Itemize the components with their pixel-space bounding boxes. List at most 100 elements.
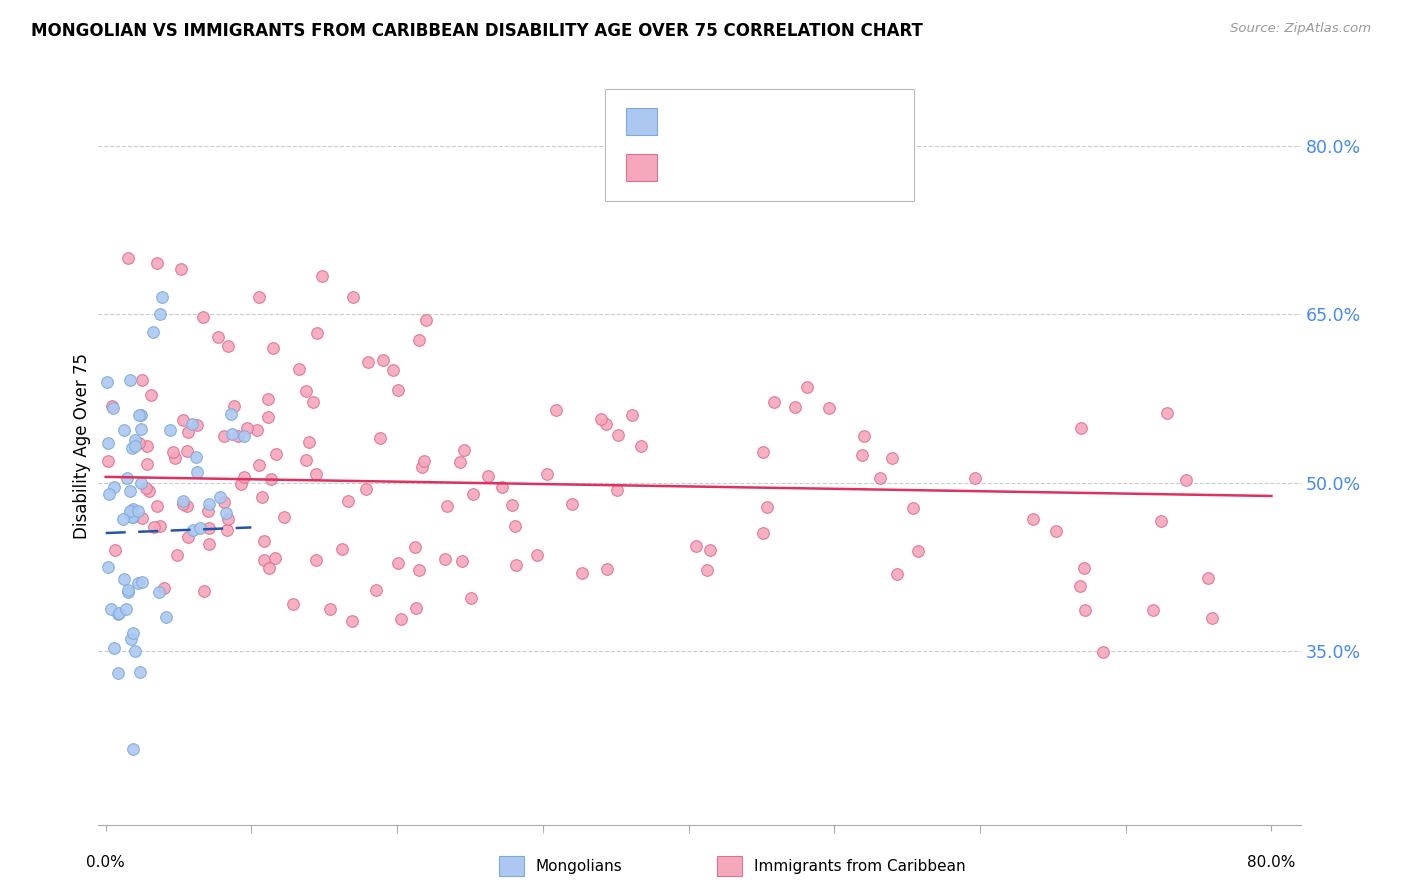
Point [818,401,841,415]
Point [283,597,305,611]
Point [1022,512,1045,526]
Point [177,425,200,439]
Point [128,665,150,679]
Point [963,471,986,485]
Point [357,355,380,369]
Point [606,483,628,498]
Point [607,427,630,442]
Point [699,543,721,558]
Point [177,530,200,544]
Point [354,482,377,496]
Point [146,499,169,513]
Point [214,495,236,509]
Point [165,451,187,466]
Point [257,561,280,575]
Point [107,665,129,680]
Text: 0.008: 0.008 [707,112,762,130]
Point [186,418,208,433]
Point [149,307,172,321]
Point [101,401,124,415]
Point [1045,524,1067,539]
Point [124,644,146,658]
Point [263,551,285,566]
Point [505,558,527,573]
Point [100,602,122,616]
Point [139,388,162,402]
Point [253,553,276,567]
Point [1174,473,1197,487]
Point [796,380,818,394]
Point [340,614,363,628]
Point [124,433,146,447]
Point [121,442,143,456]
Point [120,507,142,521]
Point [235,420,257,434]
Point [96,375,118,389]
Point [436,499,458,513]
Point [851,448,873,462]
Point [762,395,785,409]
Text: R =: R = [668,112,706,130]
Point [461,487,484,501]
Point [752,445,775,459]
Point [131,511,153,525]
Point [595,417,617,432]
Point [150,290,173,304]
Point [193,583,215,598]
Point [869,471,891,485]
Point [186,466,208,480]
Text: 58: 58 [806,112,830,130]
Point [117,585,139,599]
Point [129,408,152,422]
Point [128,408,150,422]
Point [217,339,239,353]
Point [415,312,437,326]
Point [159,423,181,437]
Point [215,506,238,520]
Text: R =: R = [668,159,706,177]
Point [247,458,270,472]
Point [672,176,695,190]
Point [121,742,143,756]
Point [783,400,806,414]
Point [117,582,139,597]
Point [591,412,613,426]
Point [212,428,235,442]
Point [112,423,135,437]
Point [411,459,433,474]
Point [621,408,644,422]
Point [311,268,333,283]
Point [252,490,274,504]
Text: Immigrants from Caribbean: Immigrants from Caribbean [754,859,966,873]
Point [176,444,198,458]
Point [1156,406,1178,420]
Point [129,475,152,490]
Point [247,290,270,304]
Point [755,500,778,514]
Point [526,548,548,562]
Text: -0.061: -0.061 [707,159,769,177]
Point [197,503,219,517]
Point [118,484,141,499]
Text: N =: N = [772,159,811,177]
Point [197,497,219,511]
Point [1092,645,1115,659]
Point [232,429,254,443]
Point [595,562,617,576]
Point [97,560,120,574]
Point [118,373,141,387]
Point [188,521,211,535]
Point [103,480,125,494]
Point [101,399,124,413]
Point [122,502,145,516]
Point [155,610,177,624]
Point [305,467,328,481]
Point [295,453,318,467]
Point [172,497,194,511]
Point [561,497,583,511]
Point [536,467,558,481]
Point [298,434,321,449]
Point [181,523,204,537]
Point [256,409,278,424]
Text: Mongolians: Mongolians [536,859,623,873]
